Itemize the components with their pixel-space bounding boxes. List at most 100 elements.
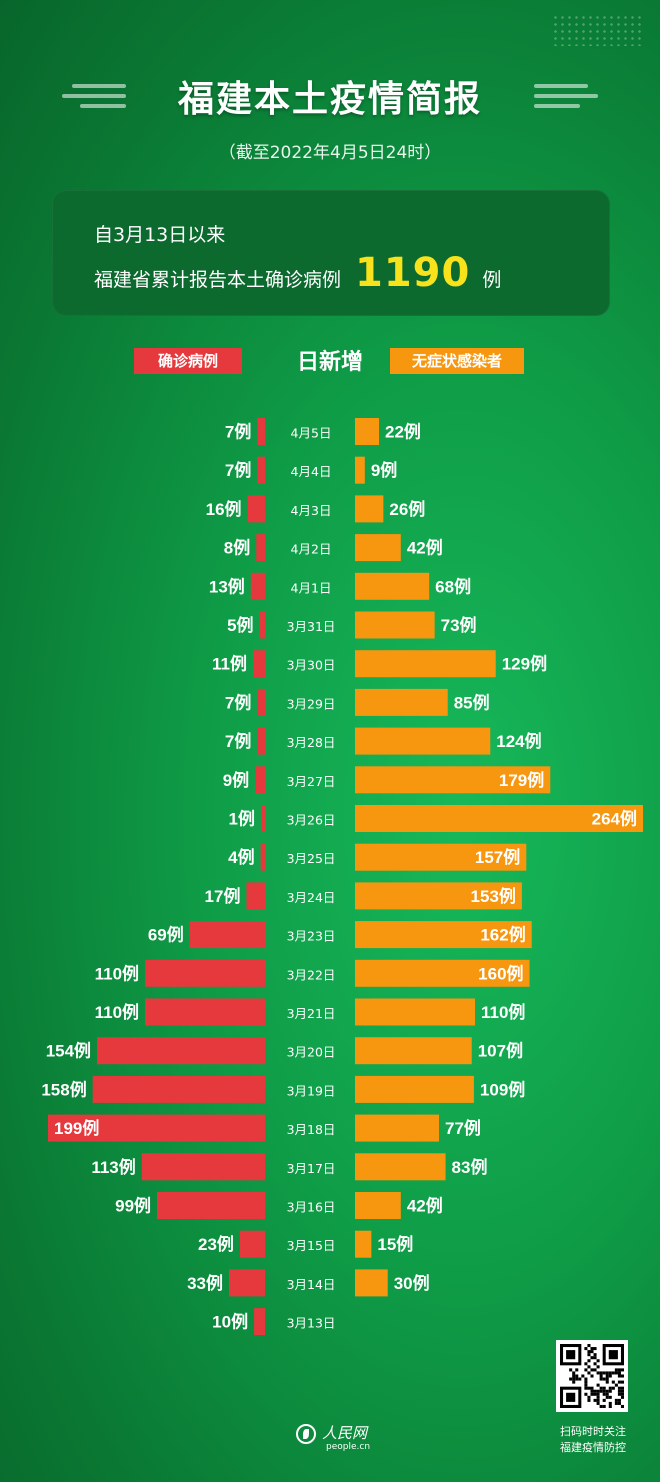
confirmed-value-label: 110例 <box>95 963 139 983</box>
asymptomatic-value-label: 68例 <box>435 576 471 596</box>
asymptomatic-bar <box>355 805 643 832</box>
asymptomatic-value-label: 110例 <box>481 1002 525 1022</box>
asymptomatic-bar <box>355 727 491 755</box>
confirmed-bar <box>48 1114 265 1142</box>
confirmed-bar <box>255 766 265 794</box>
asymptomatic-bar <box>355 456 365 484</box>
asymptomatic-bar <box>355 1075 474 1103</box>
confirmed-value-label: 110例 <box>95 1002 139 1022</box>
asymptomatic-value-label: 15例 <box>377 1234 413 1254</box>
confirmed-value-label: 7例 <box>225 422 251 442</box>
asymptomatic-value-label: 107例 <box>478 1041 523 1061</box>
confirmed-value-label: 99例 <box>115 1196 151 1216</box>
asymptomatic-value-label: 109例 <box>480 1079 525 1099</box>
summary-total: 1190 <box>355 250 471 296</box>
date-label: 3月30日 <box>287 658 336 673</box>
confirmed-value-label: 9例 <box>223 770 249 790</box>
confirmed-value-label: 10例 <box>212 1312 248 1332</box>
logo-icon <box>296 1424 316 1444</box>
asymptomatic-value-label: 22例 <box>385 422 421 442</box>
asymptomatic-value-label: 26例 <box>389 499 425 519</box>
left-stripes-decoration <box>62 84 126 110</box>
confirmed-bar <box>250 572 265 600</box>
asymptomatic-value-label: 83例 <box>452 1157 488 1177</box>
asymptomatic-bar <box>355 1153 446 1181</box>
confirmed-bar <box>257 688 265 716</box>
confirmed-bar <box>253 650 265 678</box>
date-label: 3月29日 <box>287 696 336 711</box>
asymptomatic-value-label: 129例 <box>502 654 547 674</box>
asymptomatic-bar <box>355 882 522 910</box>
legend-daily-new: 日新增 <box>296 350 363 375</box>
qr-caption-line1: 扫码时时关注 <box>560 1425 626 1438</box>
asymptomatic-value-label: 162例 <box>480 925 525 945</box>
asymptomatic-bar <box>355 766 551 794</box>
date-label: 3月20日 <box>287 1045 336 1060</box>
date-label: 3月27日 <box>287 774 336 789</box>
qr-caption: 扫码时时关注 福建疫情防控 <box>548 1424 638 1456</box>
date-label: 3月31日 <box>287 619 336 634</box>
confirmed-value-label: 7例 <box>225 731 251 751</box>
date-label: 4月5日 <box>291 426 332 441</box>
confirmed-value-label: 1例 <box>229 809 255 829</box>
confirmed-bar <box>247 495 265 523</box>
date-label: 3月16日 <box>287 1200 336 1215</box>
confirmed-bar <box>141 1153 265 1181</box>
people-logo: 人民网 people.cn <box>296 1420 386 1456</box>
date-label: 3月13日 <box>287 1316 336 1331</box>
confirmed-value-label: 33例 <box>187 1273 223 1293</box>
confirmed-bar <box>246 882 265 910</box>
date-label: 3月17日 <box>287 1161 336 1176</box>
asymptomatic-bar <box>355 611 435 639</box>
confirmed-bar <box>239 1230 265 1258</box>
confirmed-bar <box>257 727 265 755</box>
asymptomatic-bar <box>355 1269 388 1297</box>
decorative-dots <box>552 14 642 46</box>
logo-domain: people.cn <box>326 1442 371 1452</box>
page-title: 福建本土疫情简报 <box>177 79 482 120</box>
asymptomatic-bar <box>355 921 532 949</box>
date-label: 3月25日 <box>287 851 336 866</box>
confirmed-bar <box>97 1037 266 1065</box>
legend-confirmed: 确诊病例 <box>134 348 242 374</box>
date-label: 3月24日 <box>287 890 336 905</box>
confirmed-value-label: 23例 <box>198 1234 234 1254</box>
asymptomatic-value-label: 124例 <box>496 731 541 751</box>
asymptomatic-value-label: 160例 <box>478 963 523 983</box>
asymptomatic-value-label: 77例 <box>445 1118 481 1138</box>
asymptomatic-bar <box>355 650 496 678</box>
confirmed-bar <box>260 843 265 871</box>
date-label: 3月28日 <box>287 735 336 750</box>
confirmed-value-label: 7例 <box>225 460 251 480</box>
date-label: 3月18日 <box>287 1122 336 1137</box>
asymptomatic-bar <box>355 418 379 445</box>
confirmed-value-label: 154例 <box>46 1041 91 1061</box>
summary-line1: 自3月13日以来 <box>94 224 226 246</box>
confirmed-bar <box>256 534 265 562</box>
confirmed-value-label: 199例 <box>54 1118 99 1138</box>
confirmed-bar <box>254 1308 265 1336</box>
date-label: 3月19日 <box>287 1083 336 1098</box>
page-subtitle: （截至2022年4月5日24时） <box>218 143 442 163</box>
confirmed-bar <box>229 1269 265 1297</box>
confirmed-value-label: 16例 <box>206 499 242 519</box>
confirmed-value-label: 13例 <box>209 576 245 596</box>
summary-line2: 福建省累计报告本土确诊病例 1190 例 <box>94 250 501 296</box>
asymptomatic-value-label: 157例 <box>475 847 520 867</box>
confirmed-bar <box>257 418 265 445</box>
legend-asymptomatic: 无症状感染者 <box>390 348 524 374</box>
asymptomatic-bar <box>355 1230 372 1258</box>
qr-caption-line2: 福建疫情防控 <box>560 1441 626 1454</box>
asymptomatic-value-label: 73例 <box>441 615 477 635</box>
confirmed-value-label: 8例 <box>224 538 250 558</box>
date-label: 3月21日 <box>287 1006 336 1021</box>
summary-unit: 例 <box>482 269 502 291</box>
confirmed-bar <box>259 611 265 639</box>
confirmed-bar <box>261 805 265 832</box>
date-label: 3月14日 <box>287 1277 336 1292</box>
date-label: 4月4日 <box>291 464 332 479</box>
confirmed-bar <box>92 1075 265 1103</box>
qr-code <box>556 1340 628 1412</box>
date-label: 4月2日 <box>291 542 332 557</box>
date-label: 4月1日 <box>291 580 332 595</box>
